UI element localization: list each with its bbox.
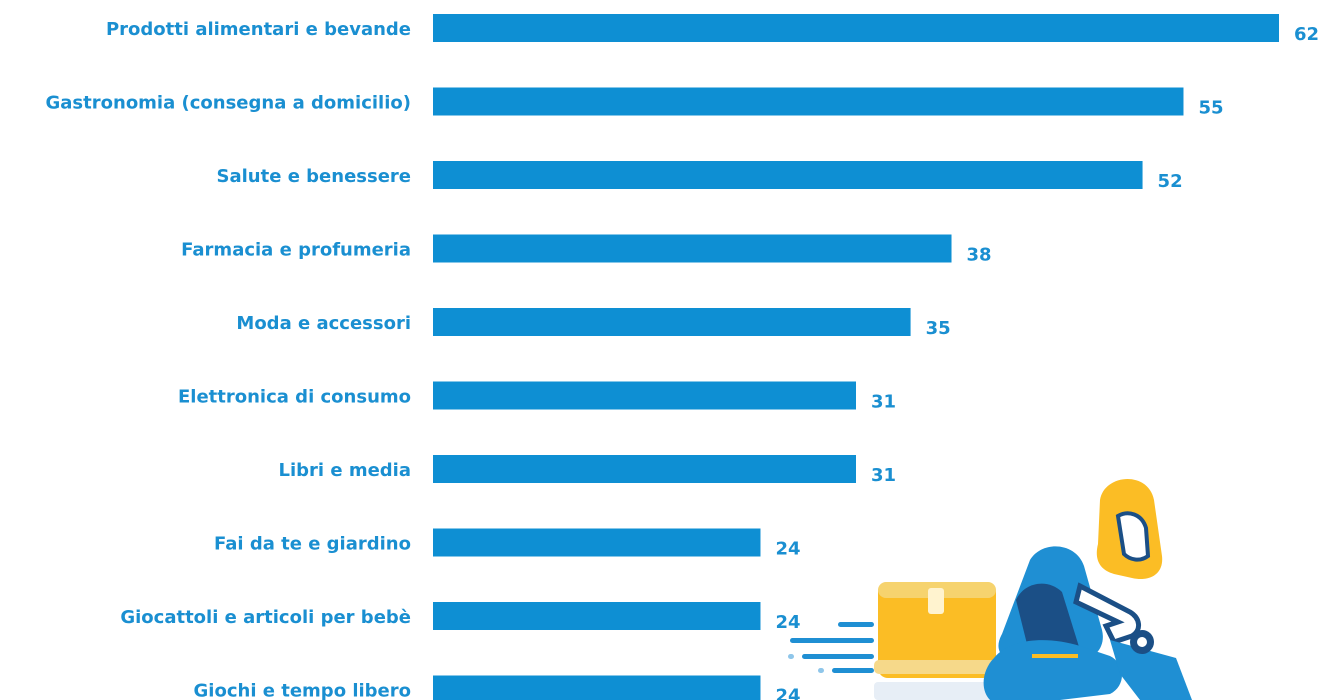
category-label-3: Farmacia e profumeria <box>181 240 411 261</box>
bar-9 <box>433 675 761 700</box>
bar-5 <box>433 381 856 410</box>
category-label-9: Giochi e tempo libero <box>194 681 411 700</box>
category-label-1: Gastronomia (consegna a domicilio) <box>46 93 411 114</box>
speed-lines-icon <box>788 622 874 673</box>
rider-icon <box>983 546 1192 700</box>
value-label-8: 24 <box>775 612 800 633</box>
category-label-2: Salute e benessere <box>217 166 411 187</box>
bar-7 <box>433 528 761 557</box>
value-label-2: 52 <box>1158 171 1183 192</box>
bar-6 <box>433 455 856 483</box>
bar-2 <box>433 161 1143 189</box>
value-label-5: 31 <box>871 392 896 413</box>
bar-3 <box>433 234 952 263</box>
value-label-7: 24 <box>775 539 800 560</box>
value-label-4: 35 <box>926 318 951 339</box>
bar-8 <box>433 602 761 630</box>
bar-4 <box>433 308 911 336</box>
category-label-0: Prodotti alimentari e bevande <box>106 19 411 40</box>
category-label-6: Libri e media <box>279 460 411 481</box>
helmet-icon <box>1096 478 1163 580</box>
delivery-rider-illustration <box>788 478 1192 700</box>
value-label-3: 38 <box>967 245 992 266</box>
value-label-9: 24 <box>775 686 800 700</box>
bar-0 <box>433 14 1279 42</box>
category-label-5: Elettronica di consumo <box>178 387 411 408</box>
bar-1 <box>433 87 1184 116</box>
value-label-1: 55 <box>1198 98 1223 119</box>
value-label-0: 62 <box>1294 24 1319 45</box>
category-label-4: Moda e accessori <box>236 313 411 334</box>
category-label-7: Fai da te e giardino <box>214 534 411 555</box>
delivery-box-icon <box>874 582 1000 700</box>
value-label-6: 31 <box>871 465 896 486</box>
category-label-8: Giocattoli e articoli per bebè <box>120 607 411 628</box>
